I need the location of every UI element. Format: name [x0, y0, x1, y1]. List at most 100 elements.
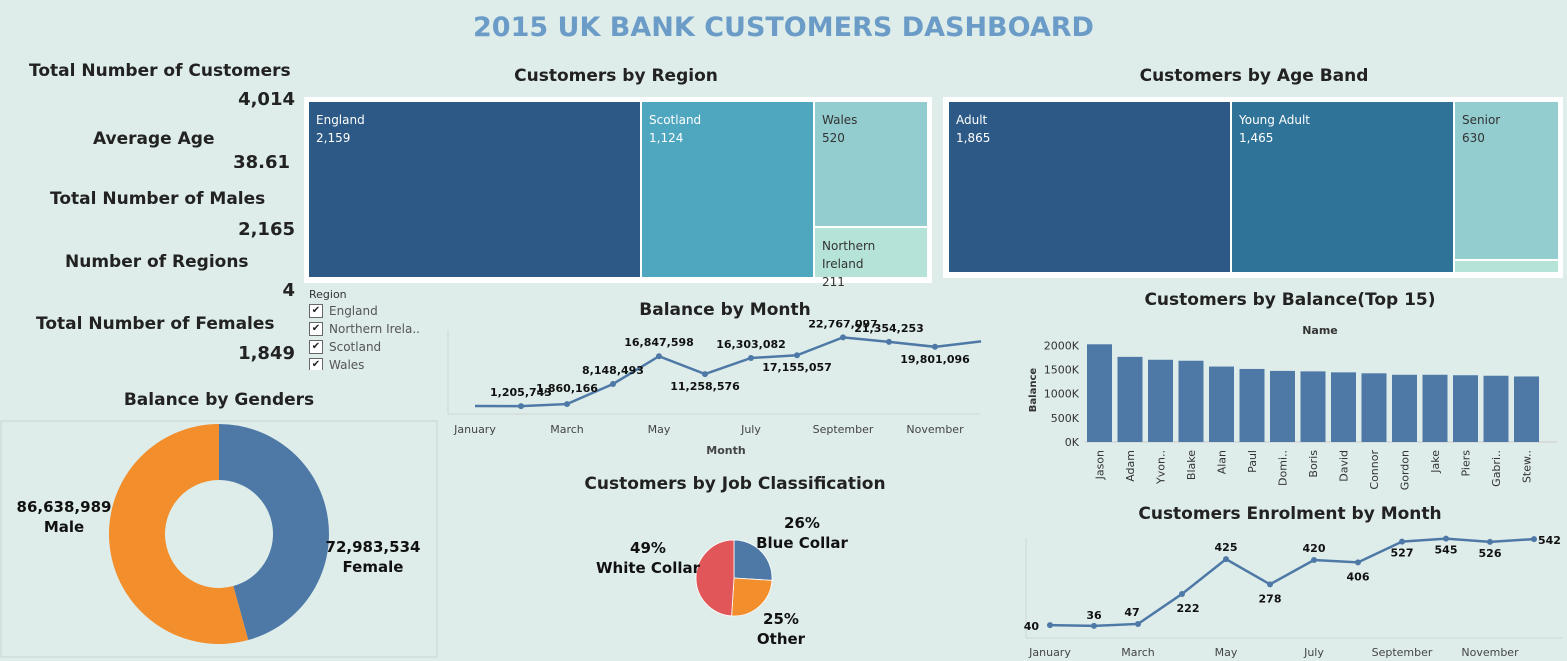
ageband-tile-adult[interactable]: Adult 1,865 [948, 101, 1231, 273]
job-pct-label: 25% [763, 610, 799, 628]
top15-category-label: Adam [1124, 450, 1137, 482]
enrolment-point [1091, 622, 1097, 629]
region-filter-title: Region [309, 288, 347, 301]
kpi-number-regions-value: 4 [282, 280, 295, 301]
filter-item-northern-ireland[interactable]: ✔ Northern Irela.. [309, 320, 444, 338]
region-tile-label: Wales [822, 113, 858, 127]
balance-month-data-label: 11,258,576 [670, 380, 740, 393]
enrolment-x-tick: September [1372, 646, 1433, 659]
balance-month-x-label: Month [706, 444, 745, 457]
ageband-tile-young-adult[interactable]: Young Adult 1,465 [1231, 101, 1454, 273]
top15-y-tick: 500K [1051, 412, 1080, 425]
balance-month-x-tick: July [740, 423, 761, 436]
job-pct-label: 26% [784, 514, 820, 532]
ageband-tile-value: 1,465 [1239, 131, 1274, 145]
top15-category-label: Alan [1216, 450, 1229, 474]
job-chart: 26% Blue Collar 25% Other 49% White Collar [596, 514, 849, 648]
enrolment-data-label: 526 [1479, 547, 1502, 560]
balance-month-point [610, 380, 616, 387]
region-tile-wales[interactable]: Wales 520 [814, 101, 928, 227]
top15-category-label: Jason [1094, 450, 1107, 480]
balance-month-point [840, 334, 846, 341]
top15-category-label: Gordon [1399, 450, 1412, 490]
top15-category-label: Blake [1185, 450, 1198, 480]
enrolment-data-label: 36 [1086, 609, 1102, 622]
balance-month-point [518, 403, 524, 410]
job-name-label: Other [757, 630, 806, 648]
checkbox-checked-icon[interactable]: ✔ [309, 340, 323, 354]
filter-item-wales[interactable]: ✔ Wales [309, 356, 444, 370]
top15-x-label: Name [1302, 324, 1338, 337]
region-tile-northern-ireland[interactable]: Northern Ireland 211 [814, 227, 928, 289]
balance-month-data-label: 1,205,743 [490, 386, 552, 399]
top15-category-label: Domi.. [1277, 450, 1290, 486]
enrolment-chart-title: Customers Enrolment by Month [1138, 504, 1442, 524]
enrolment-x-tick: May [1215, 646, 1238, 659]
top15-bar [1117, 356, 1143, 442]
job-chart-title: Customers by Job Classification [584, 474, 886, 494]
enrolment-point [1311, 557, 1317, 563]
top15-y-label: Balance [1028, 368, 1039, 413]
ageband-tile-senior[interactable]: Senior 630 [1454, 101, 1559, 260]
ageband-tile-small[interactable] [1454, 260, 1559, 273]
balance-month-data-label: 16,303,082 [716, 338, 786, 351]
top15-bar [1331, 372, 1356, 442]
enrolment-data-label: 278 [1259, 592, 1282, 605]
top15-y-tick: 0K [1065, 436, 1080, 449]
enrolment-point [1135, 620, 1141, 627]
top15-bar [1178, 360, 1204, 442]
enrolment-data-label: 542 [1538, 534, 1561, 547]
filter-item-england[interactable]: ✔ England [309, 302, 444, 320]
balance-month-data-label: 16,847,598 [624, 336, 694, 349]
balance-month-x-tick: January [453, 423, 496, 436]
kpi-total-customers-value: 4,014 [238, 89, 295, 110]
kpi-average-age-clip: 38.61 [195, 152, 295, 168]
filter-item-scotland[interactable]: ✔ Scotland [309, 338, 444, 356]
enrolment-data-label: 222 [1177, 602, 1200, 615]
balance-month-point [794, 352, 800, 359]
gender-value-label: 72,983,534 [326, 538, 421, 556]
region-tile-value: 1,124 [649, 131, 684, 145]
top15-category-label: Boris [1307, 450, 1320, 478]
region-tile-england[interactable]: England 2,159 [308, 101, 641, 278]
balance-month-point [702, 371, 708, 378]
region-tile-value: 211 [822, 275, 845, 289]
enrolment-chart: 40 36 47 222 425 278 420 406 527 545 526 542 January… [1024, 534, 1562, 659]
enrolment-data-label: 40 [1024, 620, 1040, 633]
dashboard-title: 2015 UK BANK CUSTOMERS DASHBOARD [473, 12, 1094, 43]
top15-y-tick: 2000K [1044, 339, 1080, 352]
top15-y-tick: 1000K [1044, 388, 1080, 401]
region-tile-scotland[interactable]: Scotland 1,124 [641, 101, 814, 278]
enrolment-point [1223, 556, 1229, 563]
top15-bar [1087, 344, 1112, 442]
top15-bar [1483, 375, 1509, 442]
job-pct-label: 49% [630, 539, 666, 557]
enrolment-x-tick: March [1121, 646, 1155, 659]
ageband-tile-value: 1,865 [956, 131, 991, 145]
enrolment-point [1443, 535, 1449, 542]
balance-month-data-label: 19,801,096 [900, 353, 970, 366]
balance-month-point [656, 353, 662, 360]
top15-category-label: Jake [1429, 450, 1442, 474]
enrolment-point [1355, 559, 1361, 566]
checkbox-checked-icon[interactable]: ✔ [309, 304, 323, 318]
balance-month-title: Balance by Month [639, 300, 811, 320]
enrolment-point [1487, 538, 1493, 545]
gender-name-label: Female [343, 558, 404, 576]
top15-bar [1148, 359, 1173, 442]
checkbox-checked-icon[interactable]: ✔ [309, 358, 323, 370]
enrolment-point [1531, 536, 1537, 543]
ageband-tile-label: Adult [956, 113, 988, 127]
enrolment-x-tick: January [1028, 646, 1071, 659]
job-name-label: White Collar [596, 559, 701, 577]
checkbox-checked-icon[interactable]: ✔ [309, 322, 323, 336]
filter-item-label: Scotland [329, 340, 382, 354]
balance-month-x-tick: March [550, 423, 584, 436]
enrolment-data-label: 47 [1124, 606, 1139, 619]
kpi-total-customers-label: Total Number of Customers [29, 61, 291, 81]
ageband-tile-label: Young Adult [1239, 113, 1310, 127]
balance-month-point [932, 343, 938, 350]
balance-month-point [748, 354, 754, 361]
top15-category-label: David [1338, 450, 1351, 482]
